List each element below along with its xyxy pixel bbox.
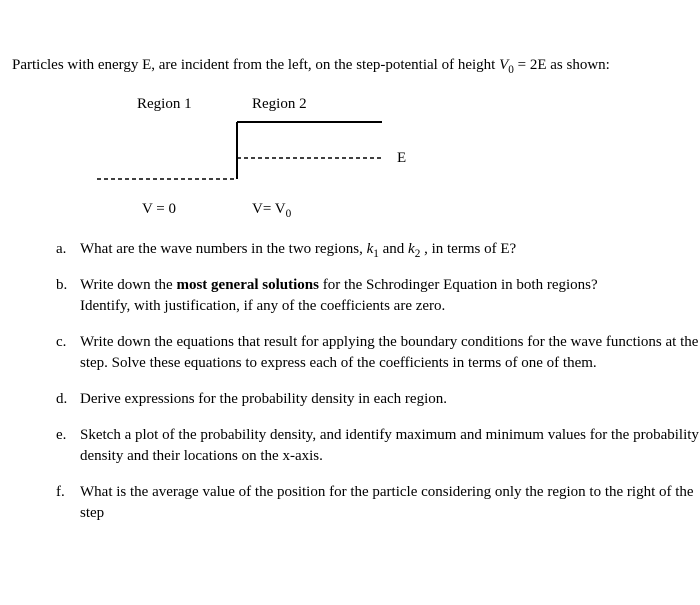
body-e: Sketch a plot of the probability density… — [80, 425, 700, 467]
question-b: b. Write down the most general solutions… — [56, 275, 700, 317]
marker-f: f. — [56, 482, 80, 524]
energy-label: E — [397, 148, 406, 169]
question-f: f. What is the average value of the posi… — [56, 482, 700, 524]
v-v0-label: V= V0 — [252, 199, 291, 220]
question-c: c. Write down the equations that result … — [56, 332, 700, 374]
marker-c: c. — [56, 332, 80, 374]
body-a: What are the wave numbers in the two reg… — [80, 239, 700, 260]
v-zero-label: V = 0 — [142, 199, 176, 220]
body-c: Write down the equations that result for… — [80, 332, 700, 374]
marker-e: e. — [56, 425, 80, 467]
marker-a: a. — [56, 239, 80, 260]
marker-d: d. — [56, 389, 80, 410]
marker-b: b. — [56, 275, 80, 317]
question-e: e. Sketch a plot of the probability dens… — [56, 425, 700, 467]
question-list: a. What are the wave numbers in the two … — [12, 239, 700, 524]
intro-prefix: Particles with energy E, are incident fr… — [12, 57, 499, 73]
potential-diagram: Region 1 Region 2 E V = 0 V= V0 — [82, 94, 582, 229]
intro-equals: = 2E as shown: — [514, 57, 610, 73]
body-b: Write down the most general solutions fo… — [80, 275, 700, 317]
question-a: a. What are the wave numbers in the two … — [56, 239, 700, 260]
body-d: Derive expressions for the probability d… — [80, 389, 700, 410]
v-symbol: V — [499, 57, 508, 73]
question-d: d. Derive expressions for the probabilit… — [56, 389, 700, 410]
intro-text: Particles with energy E, are incident fr… — [12, 55, 700, 76]
body-f: What is the average value of the positio… — [80, 482, 700, 524]
